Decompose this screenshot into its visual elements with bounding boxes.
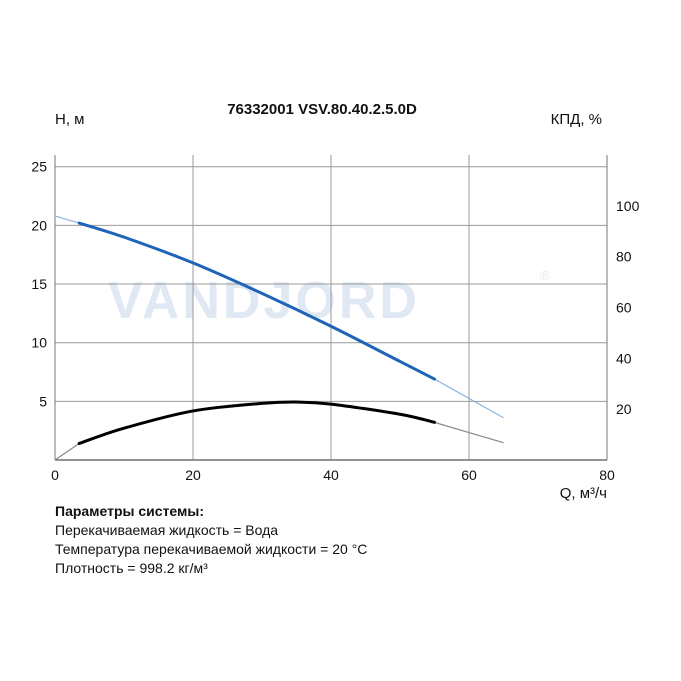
head-curve-extension-end: [434, 378, 504, 419]
grid: [55, 155, 608, 460]
watermark: VANDJORD ®: [108, 268, 550, 330]
head-curve: [77, 221, 436, 381]
tick-labels: 0 20 40 60 80 5 10 15 20 25 20 40 60 80 100: [31, 159, 639, 483]
x-tick-label: 40: [323, 467, 339, 483]
series: [54, 215, 504, 461]
y-right-tick-label: 80: [616, 249, 632, 265]
y-right-tick-label: 40: [616, 350, 632, 366]
pumped-liquid-line: Перекачиваемая жидкость = Вода: [55, 522, 279, 538]
x-tick-label: 80: [599, 467, 615, 483]
efficiency-curve-extension-end: [434, 421, 504, 444]
y-left-tick-label: 25: [31, 159, 47, 175]
axes: [54, 155, 608, 461]
x-tick-label: 0: [51, 467, 59, 483]
system-parameters: Параметры системы: Перекачиваемая жидкос…: [55, 502, 367, 578]
y-right-tick-label: 20: [616, 401, 632, 417]
liquid-temperature-line: Температура перекачиваемой жидкости = 20…: [55, 541, 368, 557]
watermark-logo: VANDJORD: [108, 272, 420, 330]
y-left-tick-label: 15: [31, 276, 47, 292]
head-curve-extension-start: [54, 215, 80, 224]
x-tick-label: 60: [461, 467, 477, 483]
efficiency-curve: [77, 400, 436, 445]
efficiency-curve-extension-start: [54, 442, 80, 461]
y-axis-right-label: КПД, %: [551, 111, 602, 128]
y-left-tick-label: 20: [31, 217, 47, 233]
y-axis-left-label: H, м: [55, 111, 84, 128]
y-right-tick-label: 60: [616, 300, 632, 316]
watermark-registered-mark: ®: [540, 268, 550, 283]
y-left-tick-label: 10: [31, 335, 47, 351]
x-axis-label: Q, м³/ч: [560, 485, 607, 502]
density-line: Плотность = 998.2 кг/м³: [55, 560, 208, 576]
system-parameters-heading: Параметры системы:: [55, 503, 205, 519]
x-tick-label: 20: [185, 467, 201, 483]
chart-title: 76332001 VSV.80.40.2.5.0D: [227, 101, 417, 118]
y-right-tick-label: 100: [616, 198, 640, 214]
y-left-tick-label: 5: [39, 393, 47, 409]
